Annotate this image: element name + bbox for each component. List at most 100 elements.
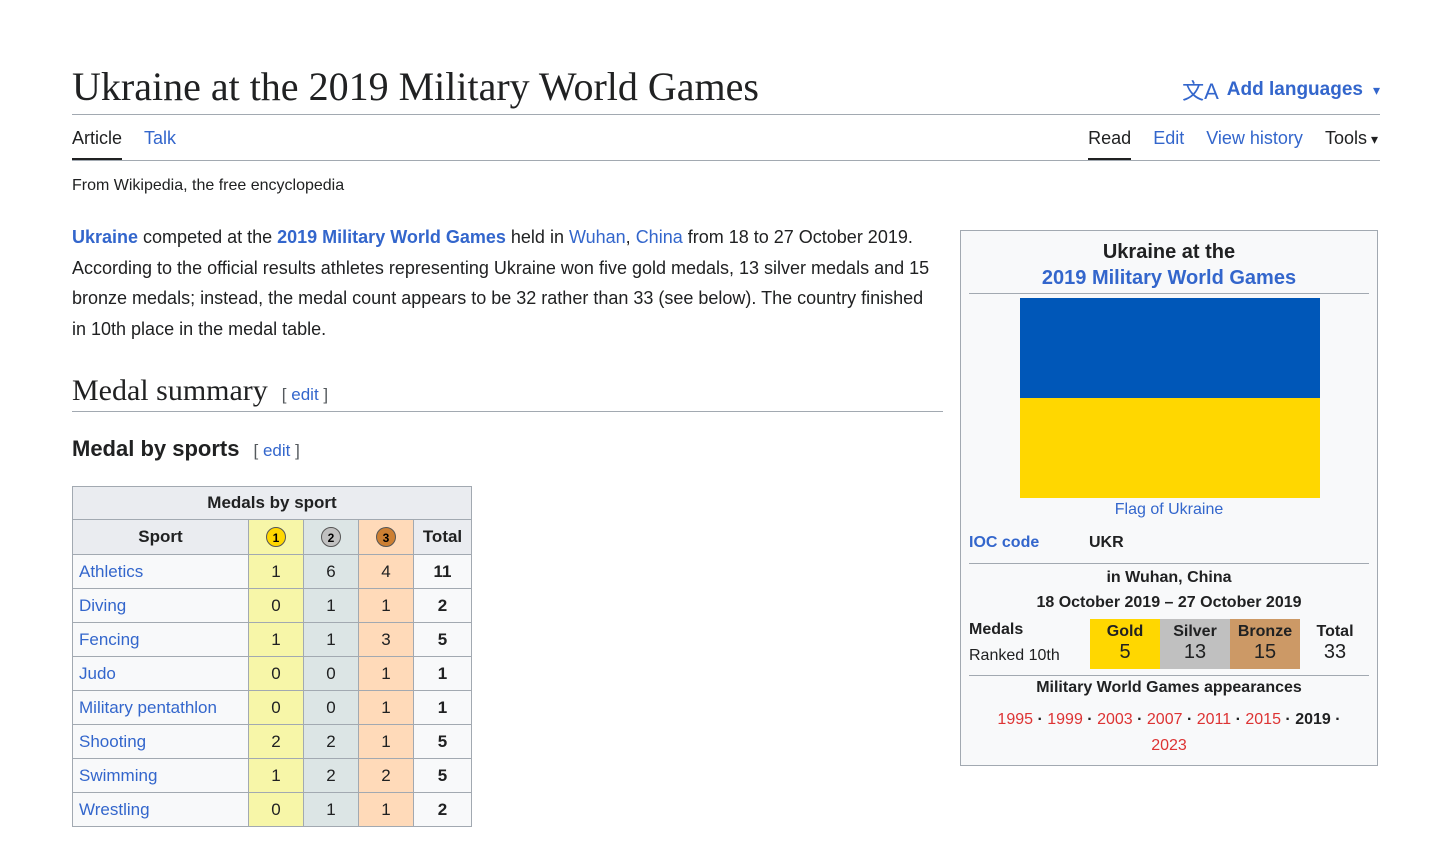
flag-caption-link[interactable]: Flag of Ukraine — [1114, 501, 1224, 518]
sport-link[interactable]: Fencing — [79, 629, 140, 649]
edit-section-bracket: [ edit ] — [281, 385, 329, 404]
namespace-tabs: Article Talk — [72, 128, 198, 160]
intro-text: held in — [505, 227, 569, 247]
page-title: Ukraine at the 2019 Military World Games — [72, 64, 759, 109]
silver-medal-icon: 2 — [321, 527, 341, 548]
gold-cell: 2 — [248, 724, 304, 759]
flag-of-ukraine-image[interactable] — [1020, 298, 1320, 498]
total-cell: 2 — [413, 588, 472, 623]
link-ukraine[interactable]: Ukraine — [72, 227, 139, 247]
tabs-divider — [72, 160, 1380, 161]
tools-label: Tools — [1324, 128, 1367, 148]
sport-link[interactable]: Wrestling — [79, 799, 150, 819]
location: in Wuhan, China — [1106, 569, 1232, 586]
infobox: Ukraine at the 2019 Military World Games… — [960, 230, 1378, 766]
chevron-down-icon: ▾ — [1370, 131, 1378, 147]
sport-cell: Athletics — [72, 554, 249, 589]
separator-dot: · — [1235, 711, 1241, 728]
link-wuhan[interactable]: Wuhan — [568, 227, 626, 247]
gold-cell: 1 — [248, 554, 304, 589]
sport-cell: Judo — [72, 656, 249, 691]
sport-link[interactable]: Athletics — [79, 561, 144, 581]
intro-paragraph: Ukraine competed at the 2019 Military Wo… — [72, 222, 942, 344]
dates: 18 October 2019 – 27 October 2019 — [1036, 594, 1302, 611]
flag-yellow-band — [1020, 398, 1320, 498]
silver-cell: 1 — [303, 622, 359, 657]
silver-cell: 2 — [303, 758, 359, 793]
view-tabs: Read Edit View history Tools ▾ — [1066, 128, 1378, 160]
sport-link[interactable]: Shooting — [79, 731, 147, 751]
sport-link[interactable]: Judo — [79, 663, 116, 683]
tools-menu[interactable]: Tools ▾ — [1325, 128, 1378, 160]
separator-dot: · — [1137, 711, 1143, 728]
appearance-year-2007[interactable]: 2007 — [1146, 711, 1183, 728]
medals-row: Medals Ranked 10th Gold 5 Silver 13 Bron… — [969, 619, 1369, 676]
appearance-year-2023[interactable]: 2023 — [1151, 737, 1187, 754]
infobox-title-line: Ukraine at the — [1102, 241, 1236, 263]
flag-caption-wrap: Flag of Ukraine — [961, 501, 1377, 519]
column-header-gold: 1 — [248, 519, 304, 555]
appearance-year-2003[interactable]: 2003 — [1097, 711, 1133, 728]
bronze-cell: 4 — [358, 554, 414, 589]
silver-cell: 0 — [303, 690, 359, 725]
bronze-medal-icon: 3 — [376, 527, 396, 548]
edit-section-link[interactable]: edit — [262, 441, 291, 460]
intro-text: from 18 to 27 October 2019. According to… — [72, 227, 930, 339]
sport-cell: Shooting — [72, 724, 249, 759]
tab-view-history[interactable]: View history — [1206, 128, 1303, 148]
total-cell: 5 — [413, 622, 472, 657]
appearance-year-2011[interactable]: 2011 — [1196, 711, 1232, 728]
silver-value: 13 — [1183, 641, 1207, 663]
silver-count-box: Silver 13 — [1160, 619, 1230, 669]
silver-label: Silver — [1173, 623, 1217, 640]
ioc-code-label[interactable]: IOC code — [969, 534, 1040, 551]
edit-section-link[interactable]: edit — [291, 385, 319, 404]
total-cell: 5 — [413, 724, 472, 759]
separator-dot: · — [1037, 711, 1043, 728]
gold-medal-icon: 1 — [266, 527, 286, 548]
total-cell: 5 — [413, 758, 472, 793]
tab-read[interactable]: Read — [1088, 128, 1132, 160]
gold-cell: 0 — [248, 588, 304, 623]
add-languages-button[interactable]: 文A Add languages ▾ — [1182, 74, 1380, 106]
gold-cell: 0 — [248, 656, 304, 691]
link-china[interactable]: China — [635, 227, 683, 247]
tab-talk[interactable]: Talk — [144, 128, 177, 148]
bronze-cell: 1 — [358, 588, 414, 623]
appearance-year-1995[interactable]: 1995 — [997, 711, 1034, 728]
sport-cell: Fencing — [72, 622, 249, 657]
infobox-title-link[interactable]: 2019 Military World Games — [1041, 267, 1297, 289]
total-cell: 2 — [413, 792, 472, 827]
table-row: Wrestling 0 1 1 2 — [72, 792, 472, 827]
infobox-title: Ukraine at the 2019 Military World Games — [969, 239, 1369, 294]
table-row: Military pentathlon 0 0 1 1 — [72, 690, 472, 725]
table-row: Athletics 1 6 4 11 — [72, 554, 472, 589]
bronze-count-box: Bronze 15 — [1230, 619, 1300, 669]
table-row: Swimming 1 2 2 5 — [72, 758, 472, 793]
ioc-code-value: UKR — [1089, 534, 1124, 551]
title-divider — [72, 114, 1380, 115]
silver-cell: 0 — [303, 656, 359, 691]
bronze-value: 15 — [1253, 641, 1277, 663]
total-value: 33 — [1323, 641, 1347, 663]
sport-link[interactable]: Diving — [79, 595, 127, 615]
gold-cell: 1 — [248, 622, 304, 657]
separator-dot: · — [1186, 711, 1193, 728]
appearances-heading: Military World Games appearances — [1036, 679, 1302, 696]
bronze-cell: 1 — [358, 792, 414, 827]
bronze-cell: 1 — [358, 656, 414, 691]
medals-by-sport-table: Medals by sport Sport 1 2 3 Total Athlet… — [72, 486, 472, 827]
sport-link[interactable]: Military pentathlon — [79, 697, 217, 717]
appearance-year-2015[interactable]: 2015 — [1245, 711, 1281, 728]
sport-link[interactable]: Swimming — [79, 765, 158, 785]
bronze-cell: 3 — [358, 622, 414, 657]
appearance-year-1999[interactable]: 1999 — [1047, 711, 1083, 728]
separator-dot: · — [1335, 711, 1341, 728]
bronze-cell: 1 — [358, 724, 414, 759]
total-cell: 1 — [413, 656, 472, 691]
tab-article[interactable]: Article — [72, 128, 123, 160]
tab-edit[interactable]: Edit — [1153, 128, 1185, 148]
table-row: Diving 0 1 1 2 — [72, 588, 472, 623]
appearances-years: 1995 · 1999 · 2003 · 2007 · 2011 · 2015 … — [981, 707, 1357, 759]
link-2019-military-world-games[interactable]: 2019 Military World Games — [277, 227, 506, 247]
